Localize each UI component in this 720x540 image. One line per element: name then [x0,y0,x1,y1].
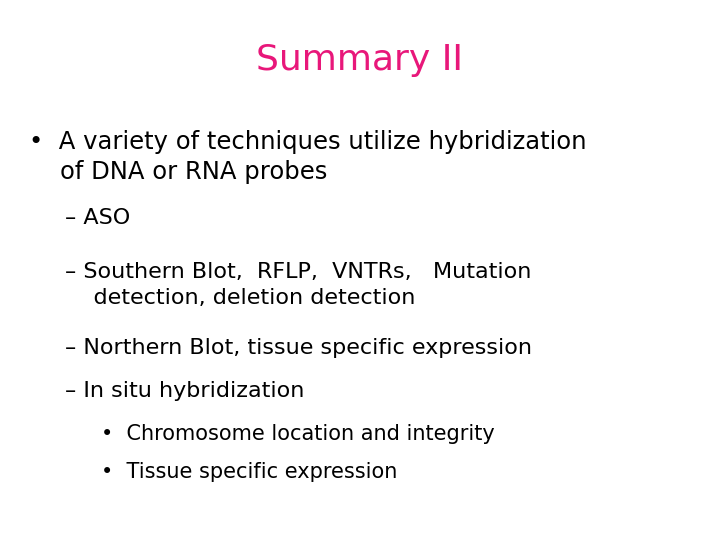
Text: – Southern Blot,  RFLP,  VNTRs,   Mutation
    detection, deletion detection: – Southern Blot, RFLP, VNTRs, Mutation d… [65,262,531,307]
Text: – In situ hybridization: – In situ hybridization [65,381,304,401]
Text: – ASO: – ASO [65,208,130,228]
Text: •  Chromosome location and integrity: • Chromosome location and integrity [101,424,495,444]
Text: Summary II: Summary II [256,43,464,77]
Text: •  Tissue specific expression: • Tissue specific expression [101,462,397,482]
Text: •  A variety of techniques utilize hybridization
    of DNA or RNA probes: • A variety of techniques utilize hybrid… [29,130,586,184]
Text: – Northern Blot, tissue specific expression: – Northern Blot, tissue specific express… [65,338,532,357]
